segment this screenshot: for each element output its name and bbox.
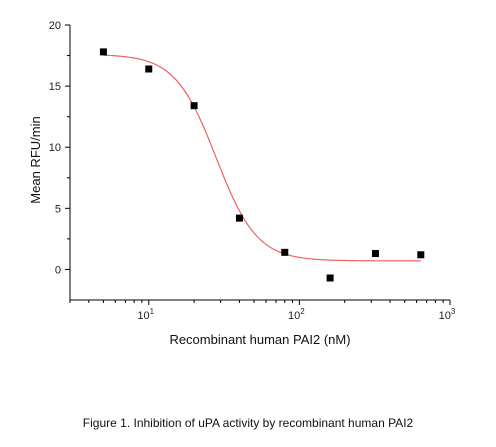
x-tick-label: 101 [137,307,154,322]
y-tick-label: 15 [49,81,61,93]
data-point [190,102,198,110]
data-point [417,251,425,259]
chart: 0 5 10 15 20 101 102 103 Recombinant human PAI2… [28,20,456,347]
x-axis-label: Recombinant human PAI2 (nM) [169,332,350,347]
y-tick-label: 5 [55,203,61,215]
data-points [99,48,425,282]
chart-ticks: 0 5 10 15 20 101 102 103 [49,20,456,322]
fit-curve [103,54,421,262]
y-tick-label: 10 [49,142,61,154]
y-tick-label: 0 [55,264,61,276]
data-point [281,248,289,256]
data-point [235,214,243,222]
data-point [326,274,334,282]
x-tick-label: 102 [288,307,305,322]
chart-axes [69,25,450,301]
data-point [371,250,379,258]
data-point [145,65,153,73]
fit-curve-group [103,54,421,262]
x-tick-label: 103 [439,307,456,322]
figure-caption: Figure 1. Inhibition of uPA activity by … [82,416,414,430]
y-tick-label: 20 [49,20,61,32]
data-point [99,48,107,56]
y-axis-label: Mean RFU/min [28,116,43,203]
